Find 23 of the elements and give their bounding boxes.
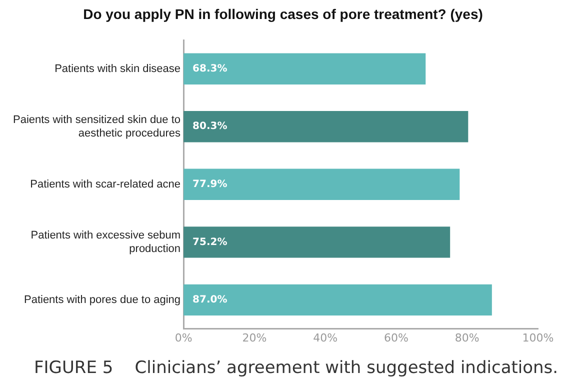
caption: FIGURE 5 Clinicians’ agreement with suggested indications. <box>34 358 558 378</box>
x-tick-label: 100% <box>522 331 554 344</box>
y-tick-label: Paients with sensitized skin due to aesthetic procedures <box>12 114 182 140</box>
data-label: 80.3% <box>192 121 228 132</box>
bar <box>184 284 492 316</box>
chart-title: Do you apply PN in following cases of pore treatment? (yes) <box>82 6 484 22</box>
x-tick-label: 40% <box>313 331 338 344</box>
data-label: 75.2% <box>192 236 228 248</box>
x-tick-label: 60% <box>384 331 408 344</box>
x-tick-label: 20% <box>242 331 267 344</box>
bar <box>184 111 468 142</box>
data-label: 68.3% <box>192 63 228 74</box>
bar <box>184 168 460 200</box>
y-tick-label: Patients with scar-related acne <box>30 178 181 190</box>
y-tick-label: Patients with excessive sebum production <box>30 230 181 255</box>
bar <box>184 226 450 258</box>
data-label: 87.0% <box>192 294 228 306</box>
x-tick-label: 80% <box>454 331 480 344</box>
bar <box>184 53 426 84</box>
y-tick-label: Patients with skin disease <box>54 62 181 75</box>
y-tick-label: Patients with pores due to aging <box>24 294 181 306</box>
x-tick-label: 0% <box>174 331 192 344</box>
data-label: 77.9% <box>192 178 228 190</box>
